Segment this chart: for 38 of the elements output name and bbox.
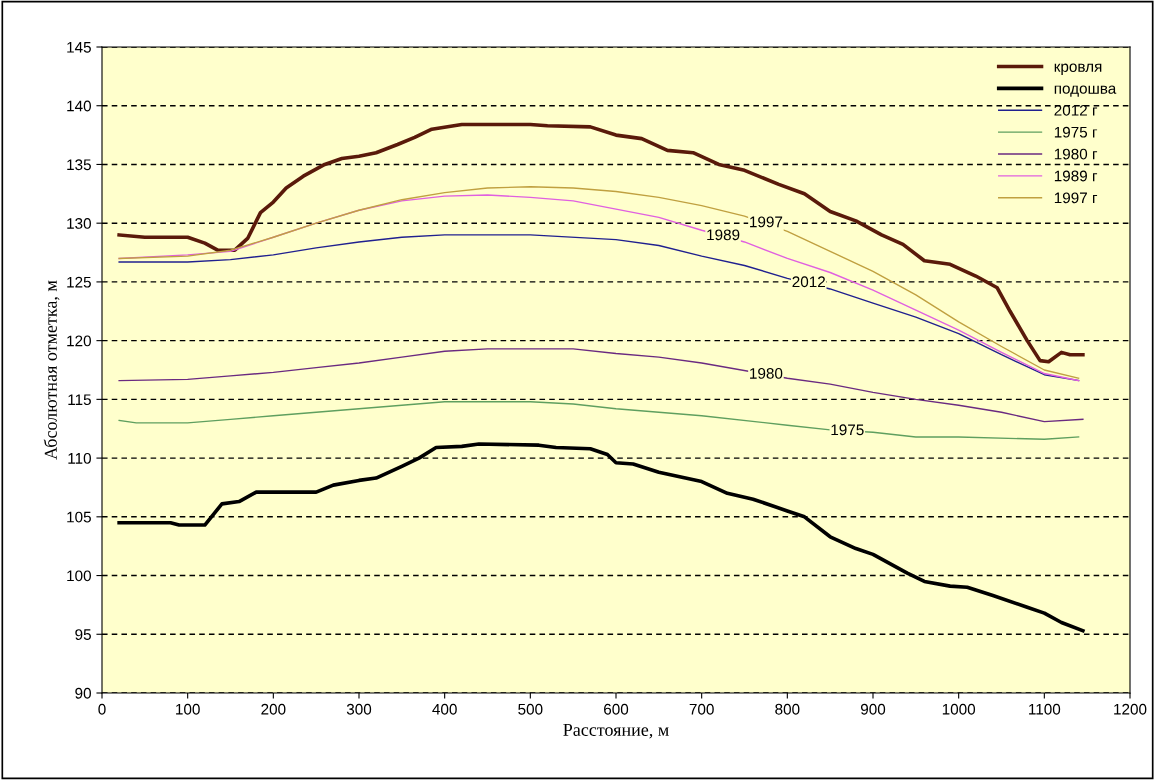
annotation: 1989	[707, 229, 740, 241]
x-axis-title: Расстояние, м	[563, 723, 669, 739]
x-tick-label: 600	[604, 703, 629, 715]
legend-label: 1989 г	[1054, 170, 1098, 182]
x-tick-label: 1100	[1029, 703, 1061, 715]
x-tick-label: 300	[346, 703, 372, 715]
y-tick-label: 135	[67, 159, 91, 171]
y-tick-label: 120	[67, 335, 91, 347]
y-tick-label: 140	[67, 100, 91, 112]
legend-label: подошва	[1054, 85, 1117, 97]
y-axis-title: Абсолютная отметка, м	[43, 280, 60, 460]
x-tick-label: 200	[261, 703, 286, 715]
y-tick-label: 95	[75, 629, 91, 640]
legend-label: 1997 г	[1054, 192, 1098, 204]
x-tick-label: 900	[860, 703, 886, 715]
x-tick-label: 0	[98, 703, 106, 715]
y-tick-label: 145	[67, 42, 91, 53]
annotation: 1980	[750, 367, 783, 379]
y-tick-label: 105	[67, 511, 91, 523]
y-tick-label: 110	[68, 452, 91, 464]
annotation: 2012	[792, 276, 825, 288]
x-tick-label: 1000	[942, 703, 976, 715]
x-tick-label: 700	[689, 703, 714, 715]
annotation: 1997	[750, 216, 783, 228]
legend-label: 1975 г	[1054, 126, 1098, 138]
y-tick-label: 90	[75, 687, 91, 699]
y-tick-label: 100	[67, 570, 91, 582]
x-tick-label: 400	[432, 703, 457, 715]
x-tick-label: 100	[176, 703, 200, 715]
legend-label: 1980 г	[1054, 148, 1098, 160]
legend-label: кровля	[1054, 63, 1102, 75]
y-tick-label: 125	[67, 276, 91, 288]
annotation: 1975	[831, 424, 864, 436]
x-tick-label: 800	[775, 703, 800, 715]
x-tick-label: 500	[518, 703, 543, 715]
x-tick-label: 1200	[1114, 703, 1147, 715]
y-tick-label: 115	[68, 394, 91, 406]
y-tick-label: 130	[67, 218, 91, 229]
